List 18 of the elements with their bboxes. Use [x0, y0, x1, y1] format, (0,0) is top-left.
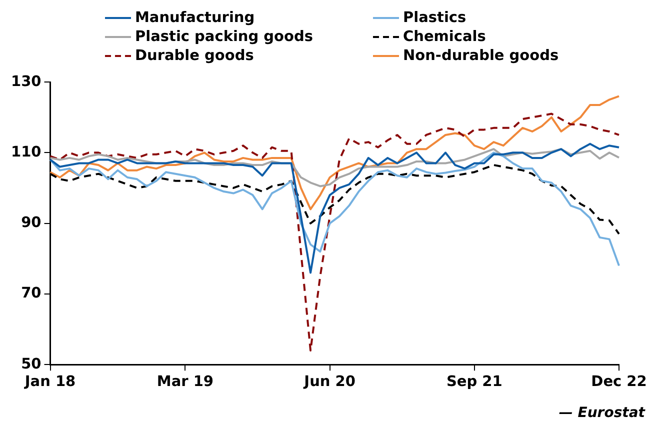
text: — Eurostat [558, 405, 645, 421]
y-tick-label: 110 [10, 144, 42, 160]
y-tick-label: 70 [21, 286, 42, 302]
legend-label: Plastic packing goods [135, 29, 313, 45]
legend-label: Plastics [403, 10, 466, 26]
x-tick-label: Dec 22 [591, 374, 647, 390]
y-tick-label: 130 [10, 74, 42, 90]
legend-label: Non-durable goods [403, 48, 559, 64]
x-tick-label: Jan 18 [24, 374, 76, 390]
line-series [49, 112, 620, 352]
x-tick-label: Sep 21 [446, 374, 502, 390]
x-tick-label: Jun 20 [303, 374, 356, 390]
y-tick-label: 50 [21, 356, 42, 372]
x-tick-label: Mar 19 [156, 374, 214, 390]
y-tick-label: 90 [21, 215, 42, 232]
legend-label: Durable goods [135, 48, 254, 64]
legend-label: Manufacturing [135, 10, 255, 26]
legend-label: Chemicals [403, 29, 486, 45]
